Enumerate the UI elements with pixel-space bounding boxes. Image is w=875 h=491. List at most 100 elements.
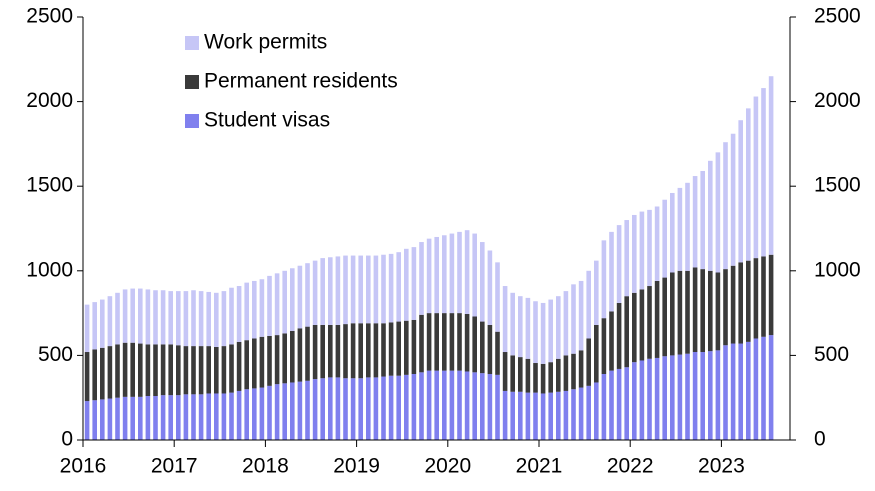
bar-segment xyxy=(312,324,318,380)
bar-segment xyxy=(738,120,743,263)
legend-swatch xyxy=(185,114,199,128)
y2-tick-label: 2000 xyxy=(814,89,861,112)
legend-label: Student visas xyxy=(204,109,330,132)
bar-segment xyxy=(138,288,143,344)
bar-segment xyxy=(153,344,158,397)
bar-segment xyxy=(267,335,272,386)
bar-segment xyxy=(290,330,295,383)
bar-segment xyxy=(100,299,105,348)
bar-segment xyxy=(84,401,90,440)
bar-segment xyxy=(662,199,667,278)
bar-segment xyxy=(502,352,508,391)
bar-segment xyxy=(563,355,569,391)
bar-segment xyxy=(746,260,751,342)
bar-segment xyxy=(297,381,303,440)
bar-segment xyxy=(343,255,348,325)
bar-segment xyxy=(160,290,166,345)
bar-segment xyxy=(533,392,538,440)
bar-segment xyxy=(183,346,189,395)
bar-segment xyxy=(366,377,371,440)
bar-segment xyxy=(320,324,325,379)
bar-segment xyxy=(457,313,462,371)
bar-segment xyxy=(335,324,341,378)
bar-segment xyxy=(487,324,493,375)
bar-segment xyxy=(297,265,303,329)
bar-segment xyxy=(122,342,128,397)
bar-segment xyxy=(92,302,97,350)
bar-segment xyxy=(609,231,614,312)
bar-segment xyxy=(692,267,698,353)
bar-segment xyxy=(404,374,409,440)
bar-segment xyxy=(624,220,629,297)
bar-segment xyxy=(343,324,348,379)
bar-segment xyxy=(761,336,766,440)
bar-segment xyxy=(434,236,439,314)
bar-segment xyxy=(267,275,272,336)
bar-segment xyxy=(320,378,325,440)
bar-segment xyxy=(198,394,204,440)
bar-segment xyxy=(115,344,120,398)
x-tick-label: 2022 xyxy=(607,455,654,478)
bar-segment xyxy=(335,377,341,440)
bar-segment xyxy=(609,311,614,371)
bar-segment xyxy=(259,336,265,388)
bar-segment xyxy=(214,393,219,440)
bar-segment xyxy=(510,292,515,356)
bar-segment xyxy=(685,182,690,271)
bar-segment xyxy=(419,372,424,440)
bar-segment xyxy=(312,379,318,440)
bar-segment xyxy=(556,296,561,359)
bar-segment xyxy=(153,396,158,440)
bar-segment xyxy=(715,350,721,440)
bar-segment xyxy=(419,314,424,373)
bar-segment xyxy=(160,395,166,440)
bar-segment xyxy=(259,279,265,337)
bar-segment xyxy=(601,374,607,440)
bar-segment xyxy=(746,108,751,261)
bar-segment xyxy=(730,265,736,344)
bar-segment xyxy=(685,270,690,354)
y2-tick-label: 1000 xyxy=(814,258,861,281)
bar-segment xyxy=(586,338,591,386)
bar-segment xyxy=(533,301,538,364)
bar-segment xyxy=(624,367,629,440)
bar-segment xyxy=(107,296,113,347)
bar-segment xyxy=(328,257,333,325)
bar-segment xyxy=(244,340,249,390)
bar-segment xyxy=(426,313,432,371)
bar-segment xyxy=(176,345,181,396)
bar-segment xyxy=(244,282,249,341)
bar-segment xyxy=(761,256,766,337)
bar-segment xyxy=(654,206,660,281)
y-tick-label: 2000 xyxy=(26,89,73,112)
bar-segment xyxy=(411,319,417,375)
y-tick-label: 500 xyxy=(38,343,73,366)
bar-segment xyxy=(578,387,584,440)
bar-segment xyxy=(282,270,287,334)
bar-segment xyxy=(176,291,181,346)
bar-segment xyxy=(548,392,553,440)
bar-segment xyxy=(290,268,295,331)
bar-segment xyxy=(282,333,287,384)
bar-segment xyxy=(183,291,189,347)
bar-segment xyxy=(594,382,599,440)
bar-segment xyxy=(358,323,363,379)
bar-segment xyxy=(122,396,128,440)
bar-segment xyxy=(305,380,310,440)
bar-segment xyxy=(449,313,455,371)
bar-segment xyxy=(464,371,470,440)
bar-segment xyxy=(723,142,728,270)
bar-segment xyxy=(571,389,576,440)
bar-segment xyxy=(571,284,576,354)
bar-segment xyxy=(708,160,713,271)
bar-segment xyxy=(252,280,257,339)
bar-segment xyxy=(297,328,303,382)
bar-segment xyxy=(229,287,234,345)
bar-segment xyxy=(442,313,447,371)
x-tick-label: 2017 xyxy=(151,455,198,478)
x-tick-label: 2019 xyxy=(333,455,380,478)
bar-segment xyxy=(92,349,97,401)
bar-segment xyxy=(616,302,622,369)
bar-segment xyxy=(753,258,759,339)
